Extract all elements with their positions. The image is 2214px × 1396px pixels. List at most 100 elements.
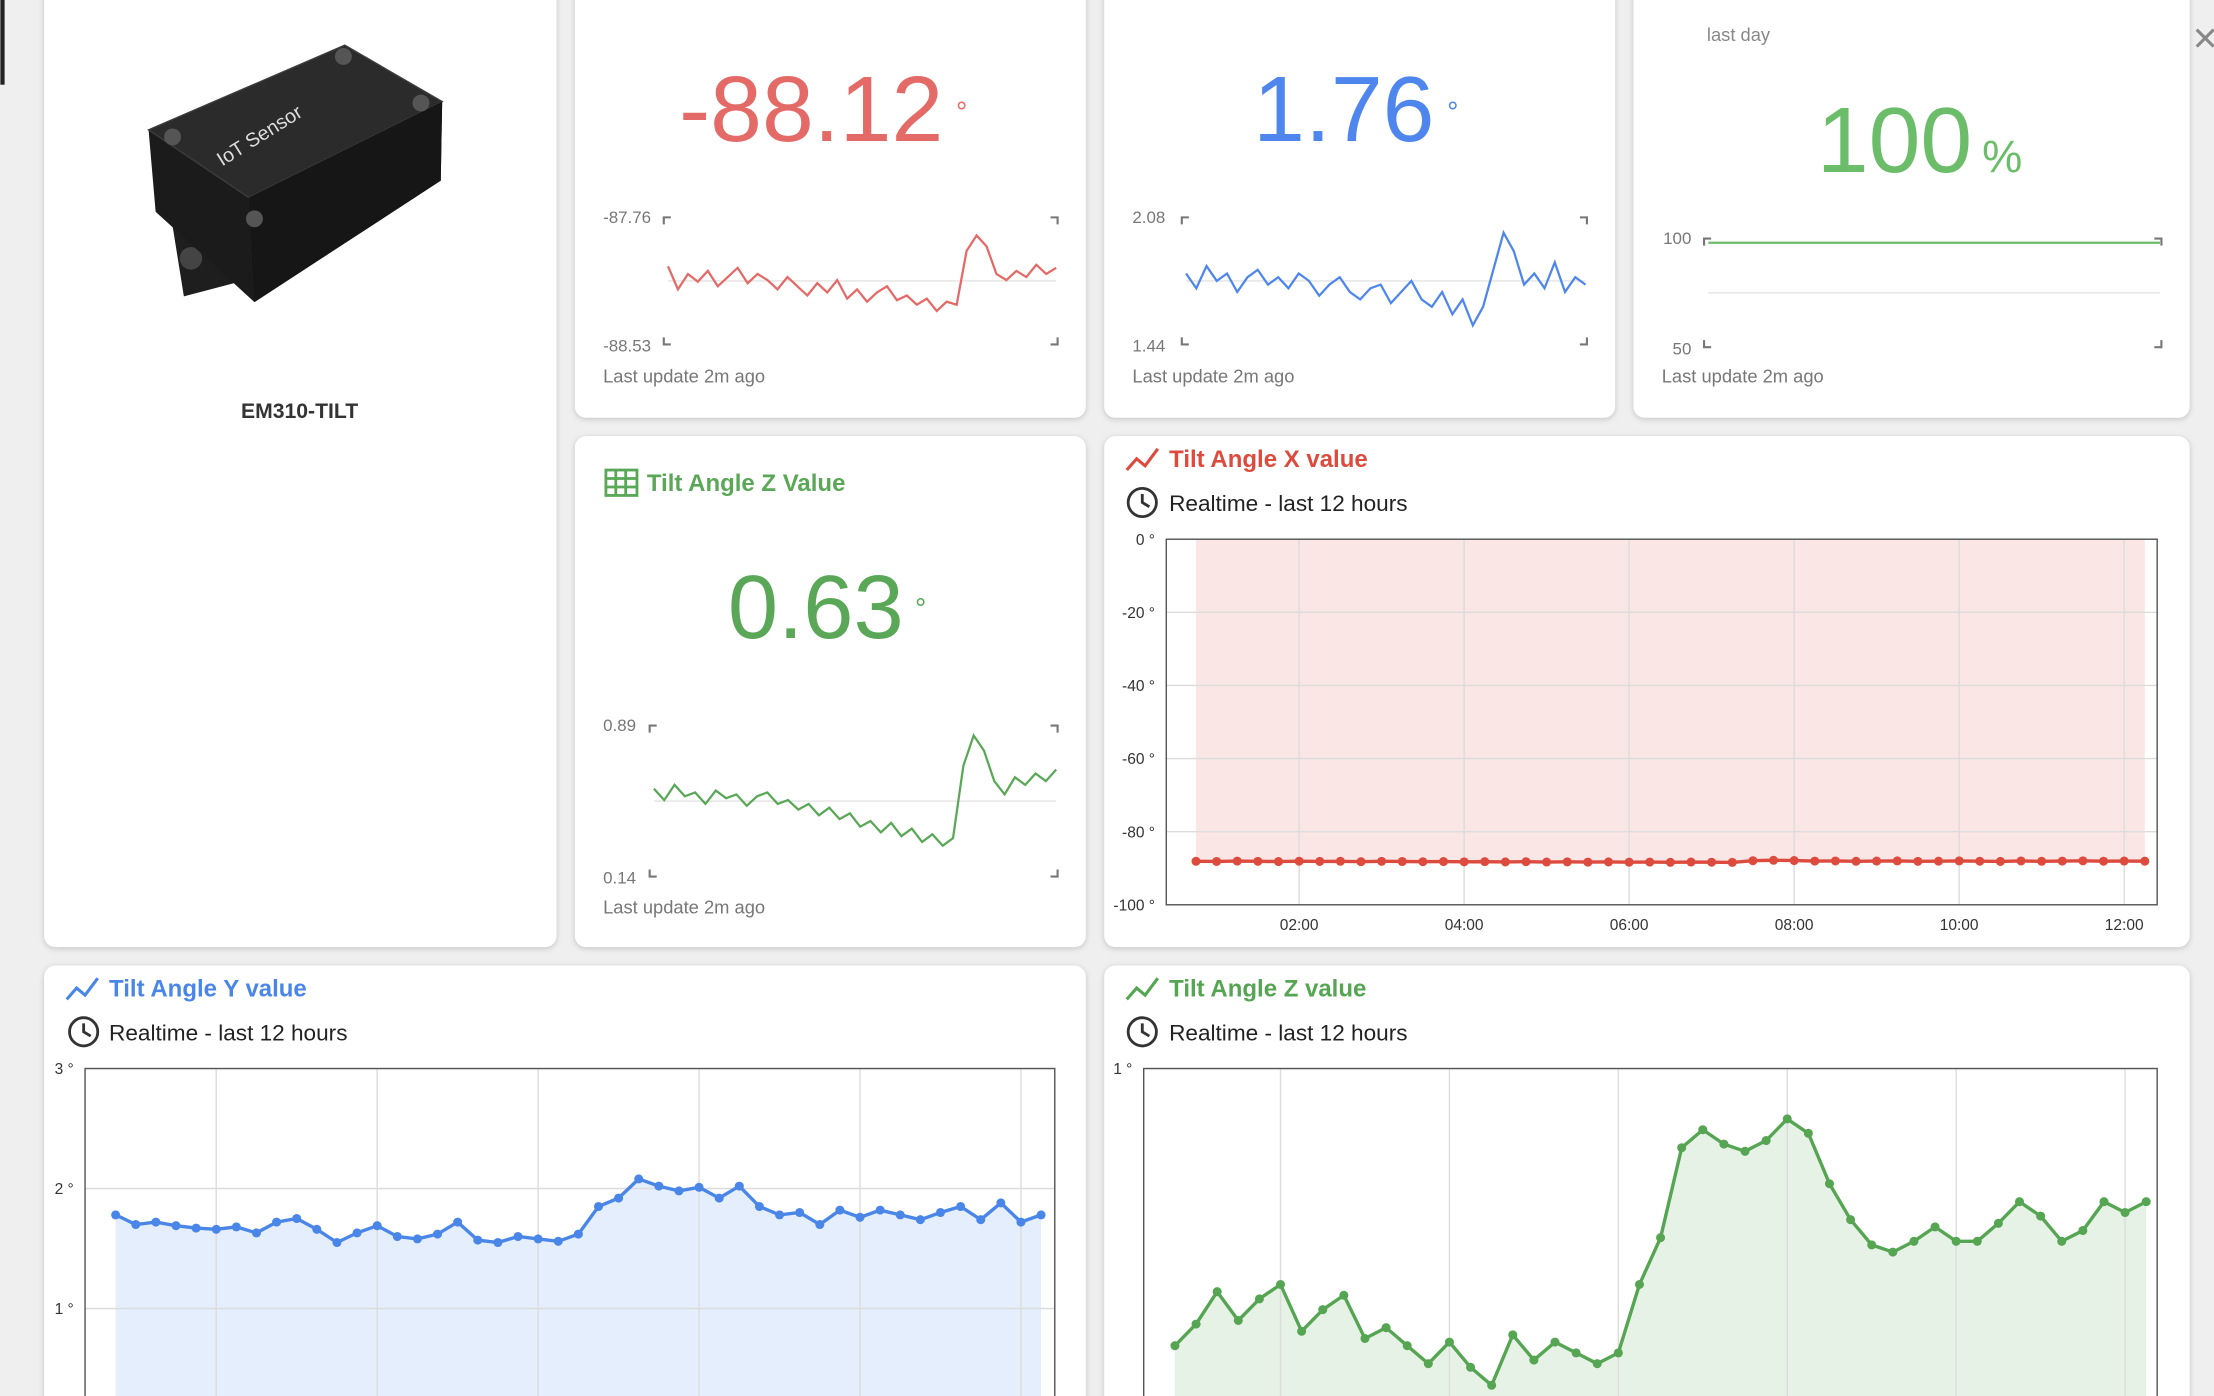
point [1459, 857, 1469, 867]
spark-max-label: 0.89 [603, 716, 636, 735]
point [1665, 857, 1675, 867]
area [115, 1178, 1042, 1396]
point [2057, 856, 2067, 866]
unit: ° [915, 592, 926, 624]
point [855, 1212, 865, 1222]
point [1466, 1362, 1476, 1372]
point [1335, 856, 1345, 866]
point [795, 1207, 805, 1218]
point [1748, 856, 1758, 866]
point [674, 1186, 684, 1196]
point [2036, 1211, 2046, 1221]
point [1480, 857, 1490, 867]
point [473, 1235, 483, 1245]
value: 100 [1817, 88, 1972, 192]
point [1698, 1125, 1708, 1135]
point [1233, 1315, 1243, 1326]
point [996, 1198, 1006, 1208]
point [1769, 855, 1779, 865]
point [352, 1228, 362, 1238]
point [513, 1231, 523, 1242]
clock-icon [68, 486, 1158, 1048]
point [573, 1229, 583, 1239]
chart-card [1104, 436, 2190, 948]
point [1830, 856, 1840, 866]
sparkline [653, 732, 1058, 848]
point [2099, 856, 2109, 866]
spark-min-label: -88.53 [603, 336, 651, 355]
point [1318, 1305, 1328, 1315]
chart-subtitle: Realtime - last 12 hours [1169, 1020, 1407, 1045]
point [1438, 857, 1449, 867]
point [1418, 857, 1428, 867]
point [453, 1217, 463, 1227]
point [231, 1222, 241, 1232]
point [1036, 1210, 1046, 1220]
point [1500, 857, 1510, 867]
device-name: EM310-TILT [241, 400, 358, 423]
point [1276, 1279, 1286, 1290]
point [593, 1201, 603, 1212]
point [875, 1205, 885, 1215]
point [151, 1217, 161, 1227]
chart-card [44, 965, 1086, 1396]
point [1613, 1348, 1623, 1358]
point [1232, 856, 1242, 866]
spark-min-label: 50 [1673, 339, 1692, 358]
x-tick-label: 02:00 [1280, 917, 1319, 934]
y-tick-label: 1 ° [1113, 1061, 1132, 1078]
point [1253, 856, 1263, 866]
point [1872, 856, 1882, 866]
point [1381, 1323, 1391, 1333]
point [1888, 1247, 1898, 1257]
point [1297, 1326, 1307, 1336]
chart-subtitle: Realtime - last 12 hours [1169, 491, 1407, 516]
point [433, 1229, 443, 1239]
point [1356, 857, 1366, 867]
plot-frame [1165, 538, 2158, 906]
point [1397, 856, 1407, 867]
point [2016, 856, 2026, 866]
point [2057, 1236, 2067, 1246]
point [2014, 1197, 2025, 1207]
point [775, 1210, 785, 1220]
y-tick-label: -20 ° [1122, 605, 1155, 622]
plot-frame [1142, 1067, 2158, 1396]
point [1191, 856, 1201, 866]
point [1592, 1359, 1602, 1369]
point [1782, 1114, 1792, 1124]
point [1273, 857, 1284, 867]
chart-title: Tilt Angle Z value [1169, 976, 1366, 1003]
point [1294, 856, 1304, 866]
point [533, 1234, 543, 1244]
point [1707, 857, 1717, 867]
point [1686, 857, 1696, 867]
point [1191, 1319, 1201, 1329]
point [1212, 856, 1222, 866]
point [1360, 1333, 1370, 1343]
point [292, 1213, 302, 1224]
point [392, 1231, 402, 1242]
spark-max-label: 2.08 [1132, 208, 1165, 227]
y-tick-label: 2 ° [55, 1181, 74, 1198]
y-tick-label: -80 ° [1122, 824, 1155, 841]
close-icon[interactable] [2195, 28, 2214, 48]
value-card [574, 436, 1086, 948]
point [1972, 1236, 1982, 1246]
chart-subtitle: Realtime - last 12 hours [109, 1020, 347, 1045]
table-icon [604, 468, 639, 497]
point [895, 1210, 905, 1220]
point [1377, 856, 1387, 866]
chart-card [1104, 965, 2190, 1396]
caption: last day [1707, 24, 1771, 45]
value: 1.76 [1253, 57, 1434, 161]
point [1583, 857, 1593, 867]
area [1195, 539, 2145, 863]
point [654, 1181, 664, 1191]
point [815, 1219, 825, 1230]
point [1571, 1348, 1581, 1358]
point [1892, 856, 1902, 866]
unit: ° [956, 95, 967, 127]
point [1719, 1139, 1729, 1149]
